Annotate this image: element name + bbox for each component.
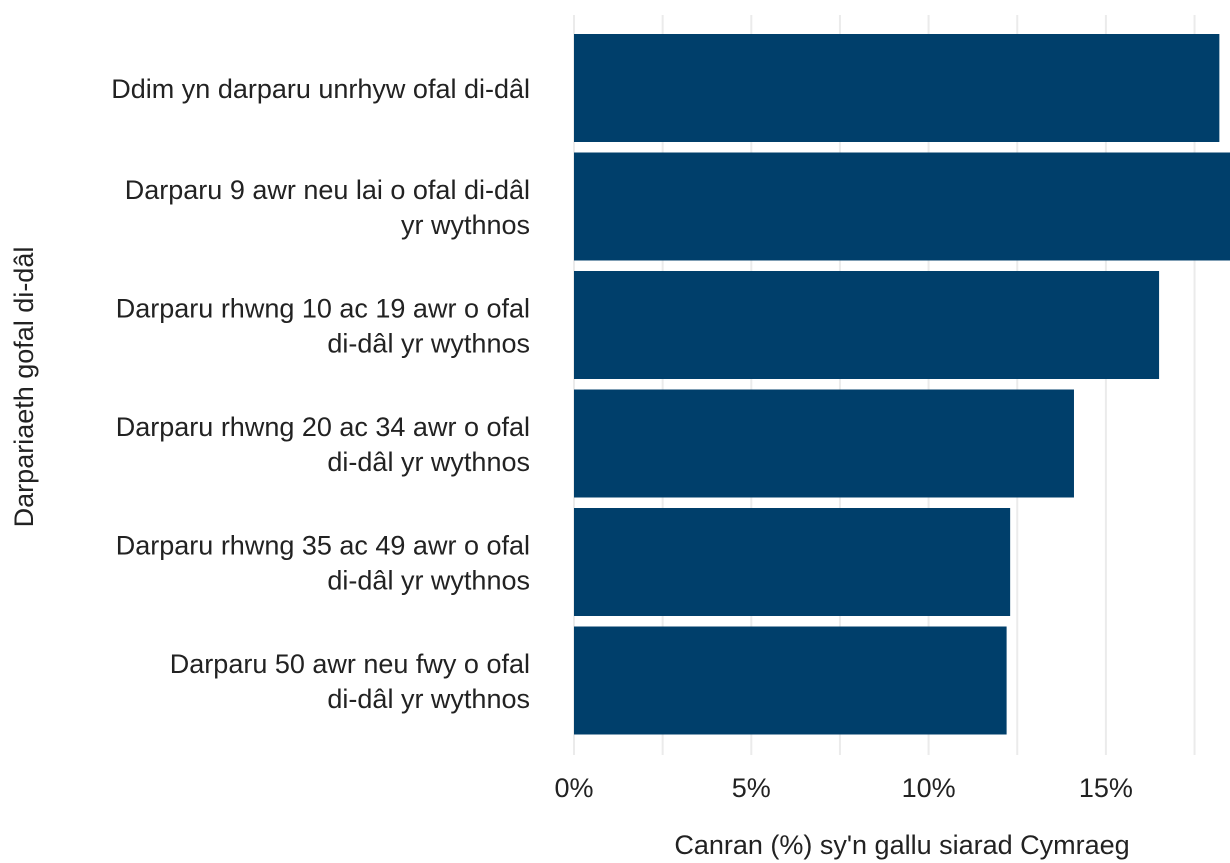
category-label-3: Darparu rhwng 20 ac 34 awr o ofal di-dâl … <box>116 412 530 477</box>
category-label-5: Darparu 50 awr neu fwy o ofal di-dâl yr w… <box>170 649 530 714</box>
y-axis-title: Darpariaeth gofal di-dâl <box>9 247 39 528</box>
x-tick-label-0: 0% <box>554 773 593 803</box>
bar-3 <box>574 389 1074 498</box>
bar-5 <box>574 626 1007 735</box>
bar-0 <box>574 34 1220 142</box>
bar-4 <box>574 508 1011 616</box>
category-label-0: Ddim yn darparu unrhyw ofal di-dâl <box>111 74 530 104</box>
category-label-4: Darparu rhwng 35 ac 49 awr o ofal di-dâl … <box>116 531 530 596</box>
category-label-1: Darparu 9 awr neu lai o ofal di-dâl yr wy… <box>125 175 530 240</box>
bar-1 <box>574 152 1230 261</box>
category-labels: Ddim yn darparu unrhyw ofal di-dâl Darpar… <box>111 74 530 714</box>
x-tick-labels: 0% 5% 10% 15% <box>554 773 1132 803</box>
bar-2 <box>574 271 1160 379</box>
x-tick-label-2: 10% <box>902 773 956 803</box>
category-label-2: Darparu rhwng 10 ac 19 awr o ofal di-dâl … <box>116 294 530 359</box>
x-axis-title: Canran (%) sy'n gallu siarad Cymraeg <box>674 830 1129 860</box>
x-tick-label-3: 15% <box>1079 773 1133 803</box>
bars <box>574 34 1230 735</box>
x-tick-label-1: 5% <box>732 773 771 803</box>
